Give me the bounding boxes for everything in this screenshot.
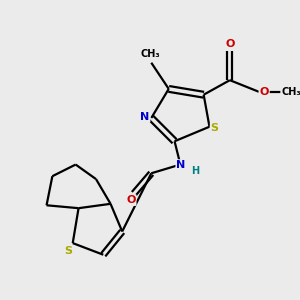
Text: S: S [64,246,72,256]
Text: O: O [225,39,235,49]
Text: CH₃: CH₃ [140,49,160,59]
Text: N: N [140,112,149,122]
Text: O: O [126,195,136,205]
Text: H: H [191,166,200,176]
Text: CH₃: CH₃ [281,87,300,97]
Text: S: S [211,123,219,133]
Text: O: O [260,87,269,97]
Text: N: N [176,160,186,170]
